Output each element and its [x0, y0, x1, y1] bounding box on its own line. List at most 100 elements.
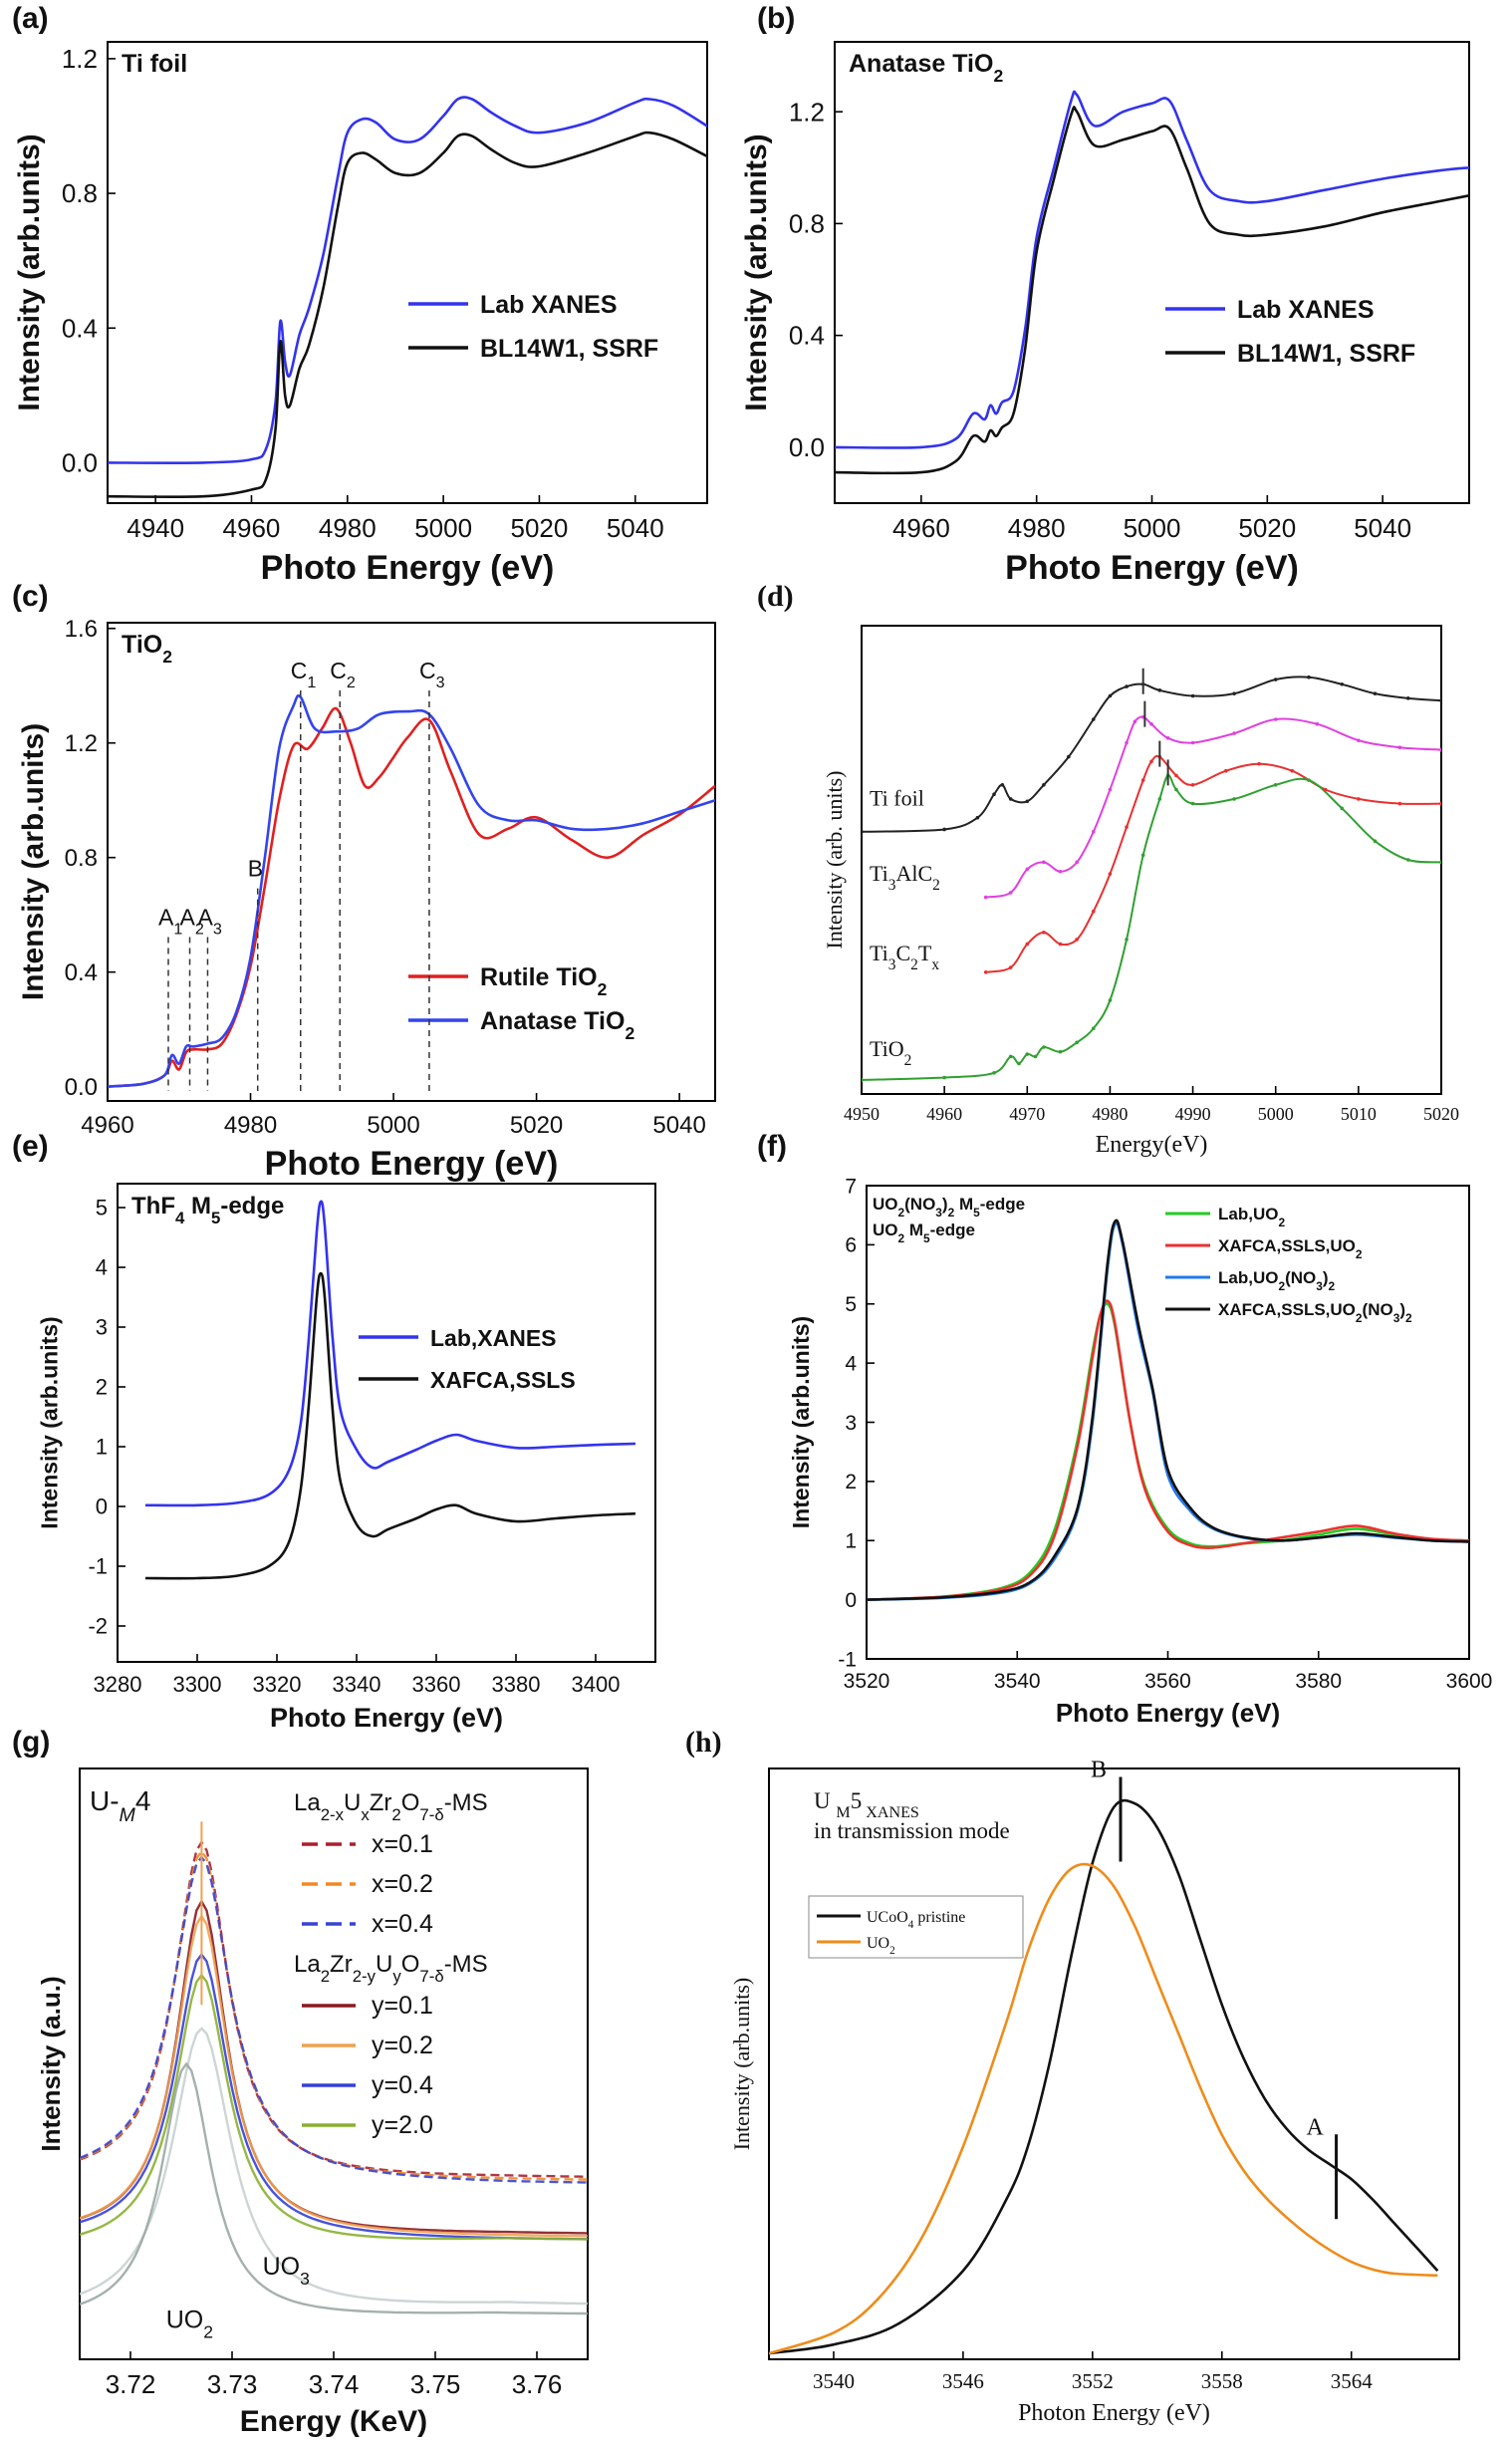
x-tick-label-h: 3552 [1072, 2369, 1114, 2393]
series-point-d [1058, 869, 1063, 874]
series-point-d [862, 1078, 864, 1082]
panel-title-b: Anatase TiO2 [849, 50, 1003, 86]
y-tick-label-c: 1.2 [65, 730, 98, 757]
x-axis-label-e: Photo Energy (eV) [270, 1703, 503, 1733]
y-axis-label-a: Intensity (arb.units) [13, 134, 46, 410]
y-axis-label-e: Intensity (arb.units) [37, 1316, 63, 1528]
series-point-d [1405, 696, 1410, 700]
legend-label-a-1: BL14W1, SSRF [480, 335, 658, 363]
series-point-d [1058, 1049, 1063, 1054]
series-point-d [1165, 736, 1170, 740]
series-point-d [975, 815, 980, 820]
series-point-d [1315, 721, 1320, 726]
x-tick-label-a: 5020 [511, 513, 569, 543]
chart-panel-b: (b) 4960 4980 5000 5020 5040 0.0 0.4 0.8 1.2 Photo… [740, 2, 1470, 587]
series-line-f-2 [867, 1222, 1469, 1601]
legend-label-g-0-0: x=0.1 [372, 1830, 433, 1858]
x-tick-label-d: 4960 [926, 1104, 962, 1124]
series-line-h-1 [769, 1862, 1438, 2355]
series-point-d [1125, 684, 1129, 688]
x-tick-label-e: 3300 [173, 1672, 222, 1697]
panel-label-b: (b) [757, 2, 795, 35]
x-tick-label-b: 5000 [1124, 513, 1181, 543]
y-tick-label-e: 3 [96, 1315, 108, 1340]
y-tick-label-b: 0.8 [789, 208, 825, 238]
y-tick-label-f: -1 [838, 1648, 857, 1671]
x-tick-label-h: 3564 [1331, 2369, 1374, 2393]
chart-panel-e: (e) 3280 3300 3320 3340 3360 3380 3400 -2 -1 0 1 2 3 4… [12, 1130, 656, 1733]
plot-frame-f [866, 1185, 1470, 1660]
y-tick-label-f: 6 [845, 1234, 857, 1257]
x-tick-label-a: 5040 [607, 513, 664, 543]
series-point-d [1058, 942, 1063, 947]
x-tick-label-d: 4970 [1009, 1104, 1045, 1124]
y-tick-label-e: 4 [96, 1255, 108, 1280]
series-point-d [1357, 797, 1361, 801]
legend-label-f-2: Lab,UO2(NO3)2 [1218, 1268, 1336, 1293]
x-tick-label-b: 5040 [1354, 513, 1411, 543]
series-point-d [1397, 745, 1402, 749]
series-point-d [1405, 858, 1410, 862]
series-point-d [1042, 1045, 1046, 1049]
x-axis-label-c: Photo Energy (eV) [265, 1145, 559, 1183]
series-point-d [1125, 938, 1129, 942]
curve-label-g-0: UO3 [263, 2253, 310, 2289]
series-point-d [1439, 747, 1441, 752]
series-point-d [1439, 860, 1441, 865]
series-point-d [1257, 761, 1261, 766]
series-point-d [1075, 860, 1079, 865]
panel-label-h: (h) [685, 1726, 722, 1759]
y-tick-label-b: 0.4 [789, 321, 825, 351]
annotation-label-1: A2 [180, 905, 204, 939]
panel-label-a: (a) [12, 2, 49, 35]
annotation-label-h-0: B [1091, 1758, 1107, 1783]
x-tick-label-h: 3558 [1201, 2369, 1243, 2393]
y-tick-label-e: 1 [96, 1435, 108, 1460]
y-tick-label-e: -1 [88, 1554, 108, 1579]
legend-label-c-0: Rutile TiO2 [480, 963, 608, 999]
x-tick-label-f: 3560 [1144, 1670, 1191, 1693]
chart-panel-a: (a) 4940 4960 4980 5000 5020 5040 0.0 0.4 0.8 1.2 P… [12, 2, 708, 587]
annotation-label-5: C2 [330, 658, 356, 691]
x-axis-label-d: Energy(eV) [1096, 1132, 1208, 1158]
panel-label-g: (g) [12, 1726, 50, 1759]
series-point-d [1190, 801, 1195, 806]
panel-label-c: (c) [12, 580, 49, 613]
series-point-d [1025, 867, 1030, 872]
x-tick-label-d: 5010 [1341, 1104, 1377, 1124]
x-tick-label-h: 3540 [813, 2369, 855, 2393]
x-tick-label-b: 4960 [892, 513, 950, 543]
series-point-d [1397, 801, 1402, 806]
x-tick-label-e: 3360 [412, 1672, 461, 1697]
series-point-d [1307, 778, 1311, 782]
series-point-d [1224, 768, 1228, 773]
annotation-label-4: C1 [291, 658, 317, 691]
series-point-d [1008, 891, 1013, 895]
series-point-d [1042, 783, 1046, 787]
x-tick-label-g: 3.72 [106, 2369, 156, 2399]
series-point-d [1323, 787, 1328, 792]
x-tick-label-b: 5020 [1238, 513, 1296, 543]
series-point-d [983, 970, 988, 974]
y-tick-label-e: 0 [96, 1494, 108, 1519]
series-point-d [1174, 787, 1178, 792]
series-point-d [1092, 1026, 1096, 1030]
x-tick-label-e: 3380 [492, 1672, 541, 1697]
series-point-d [1025, 1052, 1030, 1056]
y-tick-label-f: 4 [845, 1352, 857, 1375]
series-line-d-3 [862, 774, 1441, 1081]
series-point-d [1273, 783, 1278, 787]
y-axis-label-h: Intensity (arb.units) [729, 1978, 754, 2151]
legend-label-f-3: XAFCA,SSLS,UO2(NO3)2 [1218, 1300, 1412, 1325]
panel-title-line-1: UO2 M5-edge [873, 1221, 975, 1245]
annotation-label-2: A3 [197, 905, 221, 939]
series-line-g-7 [80, 2027, 588, 2306]
y-tick-label-f: 0 [845, 1589, 857, 1612]
x-tick-label-c: 5020 [510, 1112, 563, 1139]
series-point-d [1190, 693, 1195, 698]
series-line-f-1 [867, 1299, 1469, 1601]
x-tick-label-e: 3320 [253, 1672, 302, 1697]
plot-frame-a [107, 41, 708, 504]
legend-label-g-0-1: x=0.2 [372, 1870, 433, 1898]
